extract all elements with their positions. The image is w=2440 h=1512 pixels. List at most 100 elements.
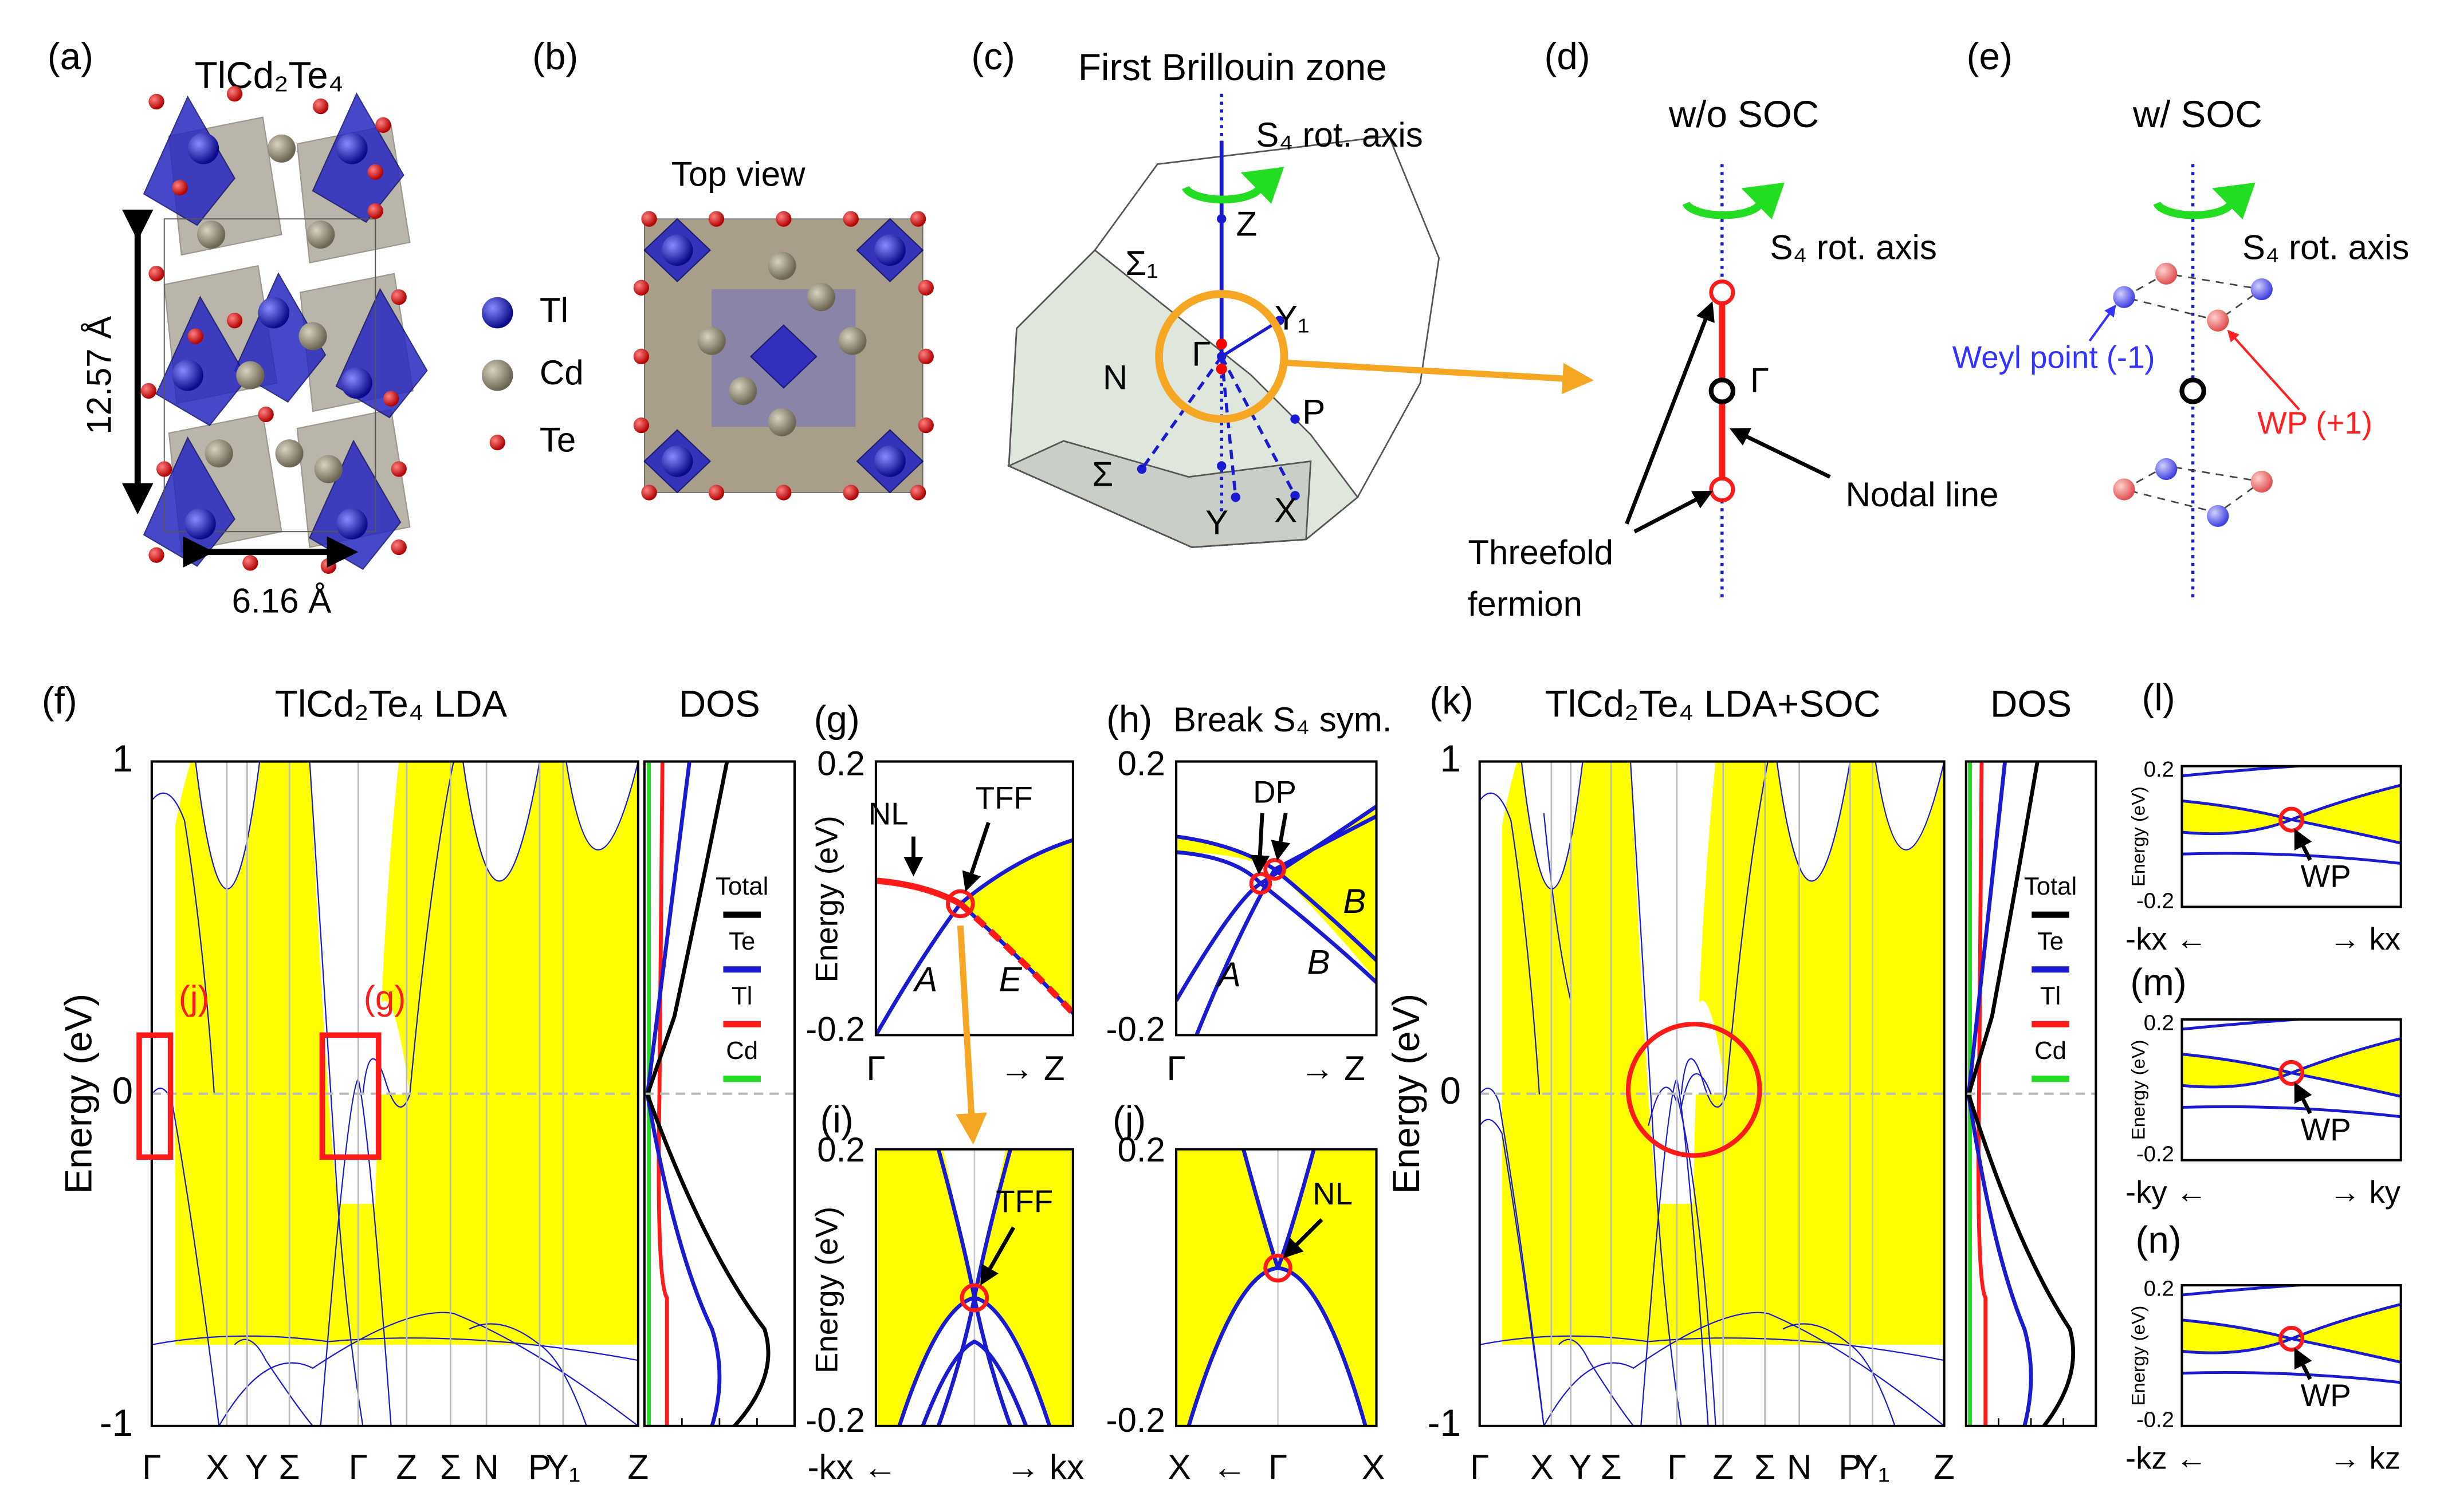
zoom-box	[319, 1032, 382, 1160]
zoom-arrow	[1285, 359, 1594, 395]
band-curve	[2182, 852, 2401, 865]
label: WP	[2301, 859, 2351, 894]
legend-label: Cd	[726, 1037, 758, 1065]
plot-frame	[1478, 760, 1946, 1427]
weyl-minus	[2113, 286, 2135, 308]
band-plot	[1176, 1149, 1377, 1426]
legend-label: Tl	[732, 982, 752, 1010]
x-tick-label: Γ	[1470, 1448, 1489, 1486]
plot-frame	[874, 1148, 1074, 1427]
plot-frame	[1964, 760, 2097, 1427]
legend-label: Te	[729, 927, 755, 955]
label: (l)	[2142, 676, 2175, 718]
legend-atom	[481, 297, 513, 329]
label: → Z	[1000, 1049, 1064, 1088]
te-atom	[918, 348, 934, 365]
tff-marker	[960, 1283, 989, 1313]
tl-atom	[874, 234, 906, 266]
x-tick-label: → kz	[2329, 1440, 2400, 1475]
legend-label: Total	[2024, 872, 2077, 900]
band-curve	[897, 1296, 1052, 1426]
x-tick-label: N	[474, 1448, 498, 1486]
label: (h)	[1106, 699, 1152, 741]
te-atom	[776, 211, 792, 227]
k-point	[1216, 338, 1227, 350]
te-atom	[226, 86, 243, 102]
label: Cd	[540, 353, 584, 392]
x-tick-label: Z	[628, 1448, 649, 1486]
k-point	[1290, 414, 1300, 424]
nodal-line	[875, 877, 962, 907]
band-curve	[2182, 783, 2401, 836]
label: S₄ rot. axis	[1256, 116, 1423, 154]
label: Energy (eV)	[809, 1207, 844, 1373]
y-tick-label: -0.2	[2136, 1142, 2174, 1167]
band-curve	[152, 1336, 638, 1360]
gap-region	[151, 761, 191, 1095]
band-curve	[1648, 1087, 1677, 1125]
x-tick-label: P	[528, 1448, 551, 1486]
zoom-box	[136, 1032, 174, 1160]
x-tick-label: Z	[1934, 1448, 1955, 1486]
label: WP	[2301, 1378, 2351, 1413]
cd-atom	[236, 361, 265, 389]
label: (g)	[364, 979, 406, 1017]
zoom-circle	[1155, 290, 1288, 423]
label: S₄ rot. axis	[2242, 229, 2409, 267]
pointer-arrow	[2227, 329, 2300, 411]
y-tick-label: 0	[112, 1070, 133, 1112]
te-atom	[391, 289, 407, 305]
y-tick-label: 0.2	[2144, 1010, 2174, 1035]
legend-label: Total	[716, 872, 768, 900]
te-atom	[148, 93, 164, 110]
occupied-region	[1176, 807, 1377, 981]
te-atom	[633, 279, 650, 296]
pointer-arrow	[2294, 828, 2312, 861]
label: (g)	[814, 699, 860, 741]
tl-atom	[336, 133, 368, 164]
rotation-arrow	[2153, 182, 2256, 220]
x-tick-label: Γ	[142, 1448, 161, 1486]
te-atom	[708, 485, 725, 501]
te-atom	[391, 539, 407, 556]
label: First Brillouin zone	[1078, 46, 1387, 88]
band-curve	[2182, 1037, 2401, 1089]
te-atom	[633, 348, 650, 365]
band-curve	[1544, 1313, 1944, 1426]
cd-atom	[307, 220, 335, 249]
gap-region	[463, 761, 540, 881]
y-tick-label: -0.2	[2136, 888, 2174, 913]
band-curve	[410, 762, 453, 1095]
band-curve	[1241, 1149, 1280, 1269]
te-atom	[843, 485, 859, 501]
label: Γ	[1167, 1049, 1186, 1088]
weyl-plus	[2113, 478, 2135, 501]
tl-atom	[336, 508, 368, 540]
te-atom	[375, 117, 391, 133]
bz-path	[1220, 356, 1296, 497]
y-tick-label: 0	[1440, 1070, 1460, 1112]
band-plot	[875, 838, 1073, 1035]
wp-marker	[2278, 1060, 2305, 1086]
x-tick-label: X	[206, 1448, 229, 1486]
gap-region	[363, 1001, 410, 1095]
k-point-label: Y	[1205, 503, 1228, 542]
te-atom	[148, 266, 164, 282]
y-tick-label: -0.2	[806, 1401, 865, 1439]
y-tick-label: 0.2	[1117, 745, 1165, 783]
band-curve	[219, 1313, 638, 1426]
label: (n)	[2136, 1219, 2182, 1261]
rotation-arrow	[1182, 167, 1284, 204]
band-curve	[1480, 1336, 1944, 1360]
label: → Z	[1300, 1049, 1365, 1088]
te-atom	[910, 211, 926, 227]
label: A	[913, 960, 937, 998]
plot-frame	[1175, 760, 1378, 1037]
k-point-label: N	[1103, 358, 1127, 396]
weyl-plus	[2155, 262, 2178, 285]
band-curve	[1195, 814, 1377, 1035]
cd-atom	[314, 455, 343, 483]
x-tick-label: P	[1838, 1448, 1861, 1486]
label: WP	[2301, 1112, 2351, 1147]
x-tick-label: Y₁	[546, 1448, 580, 1486]
